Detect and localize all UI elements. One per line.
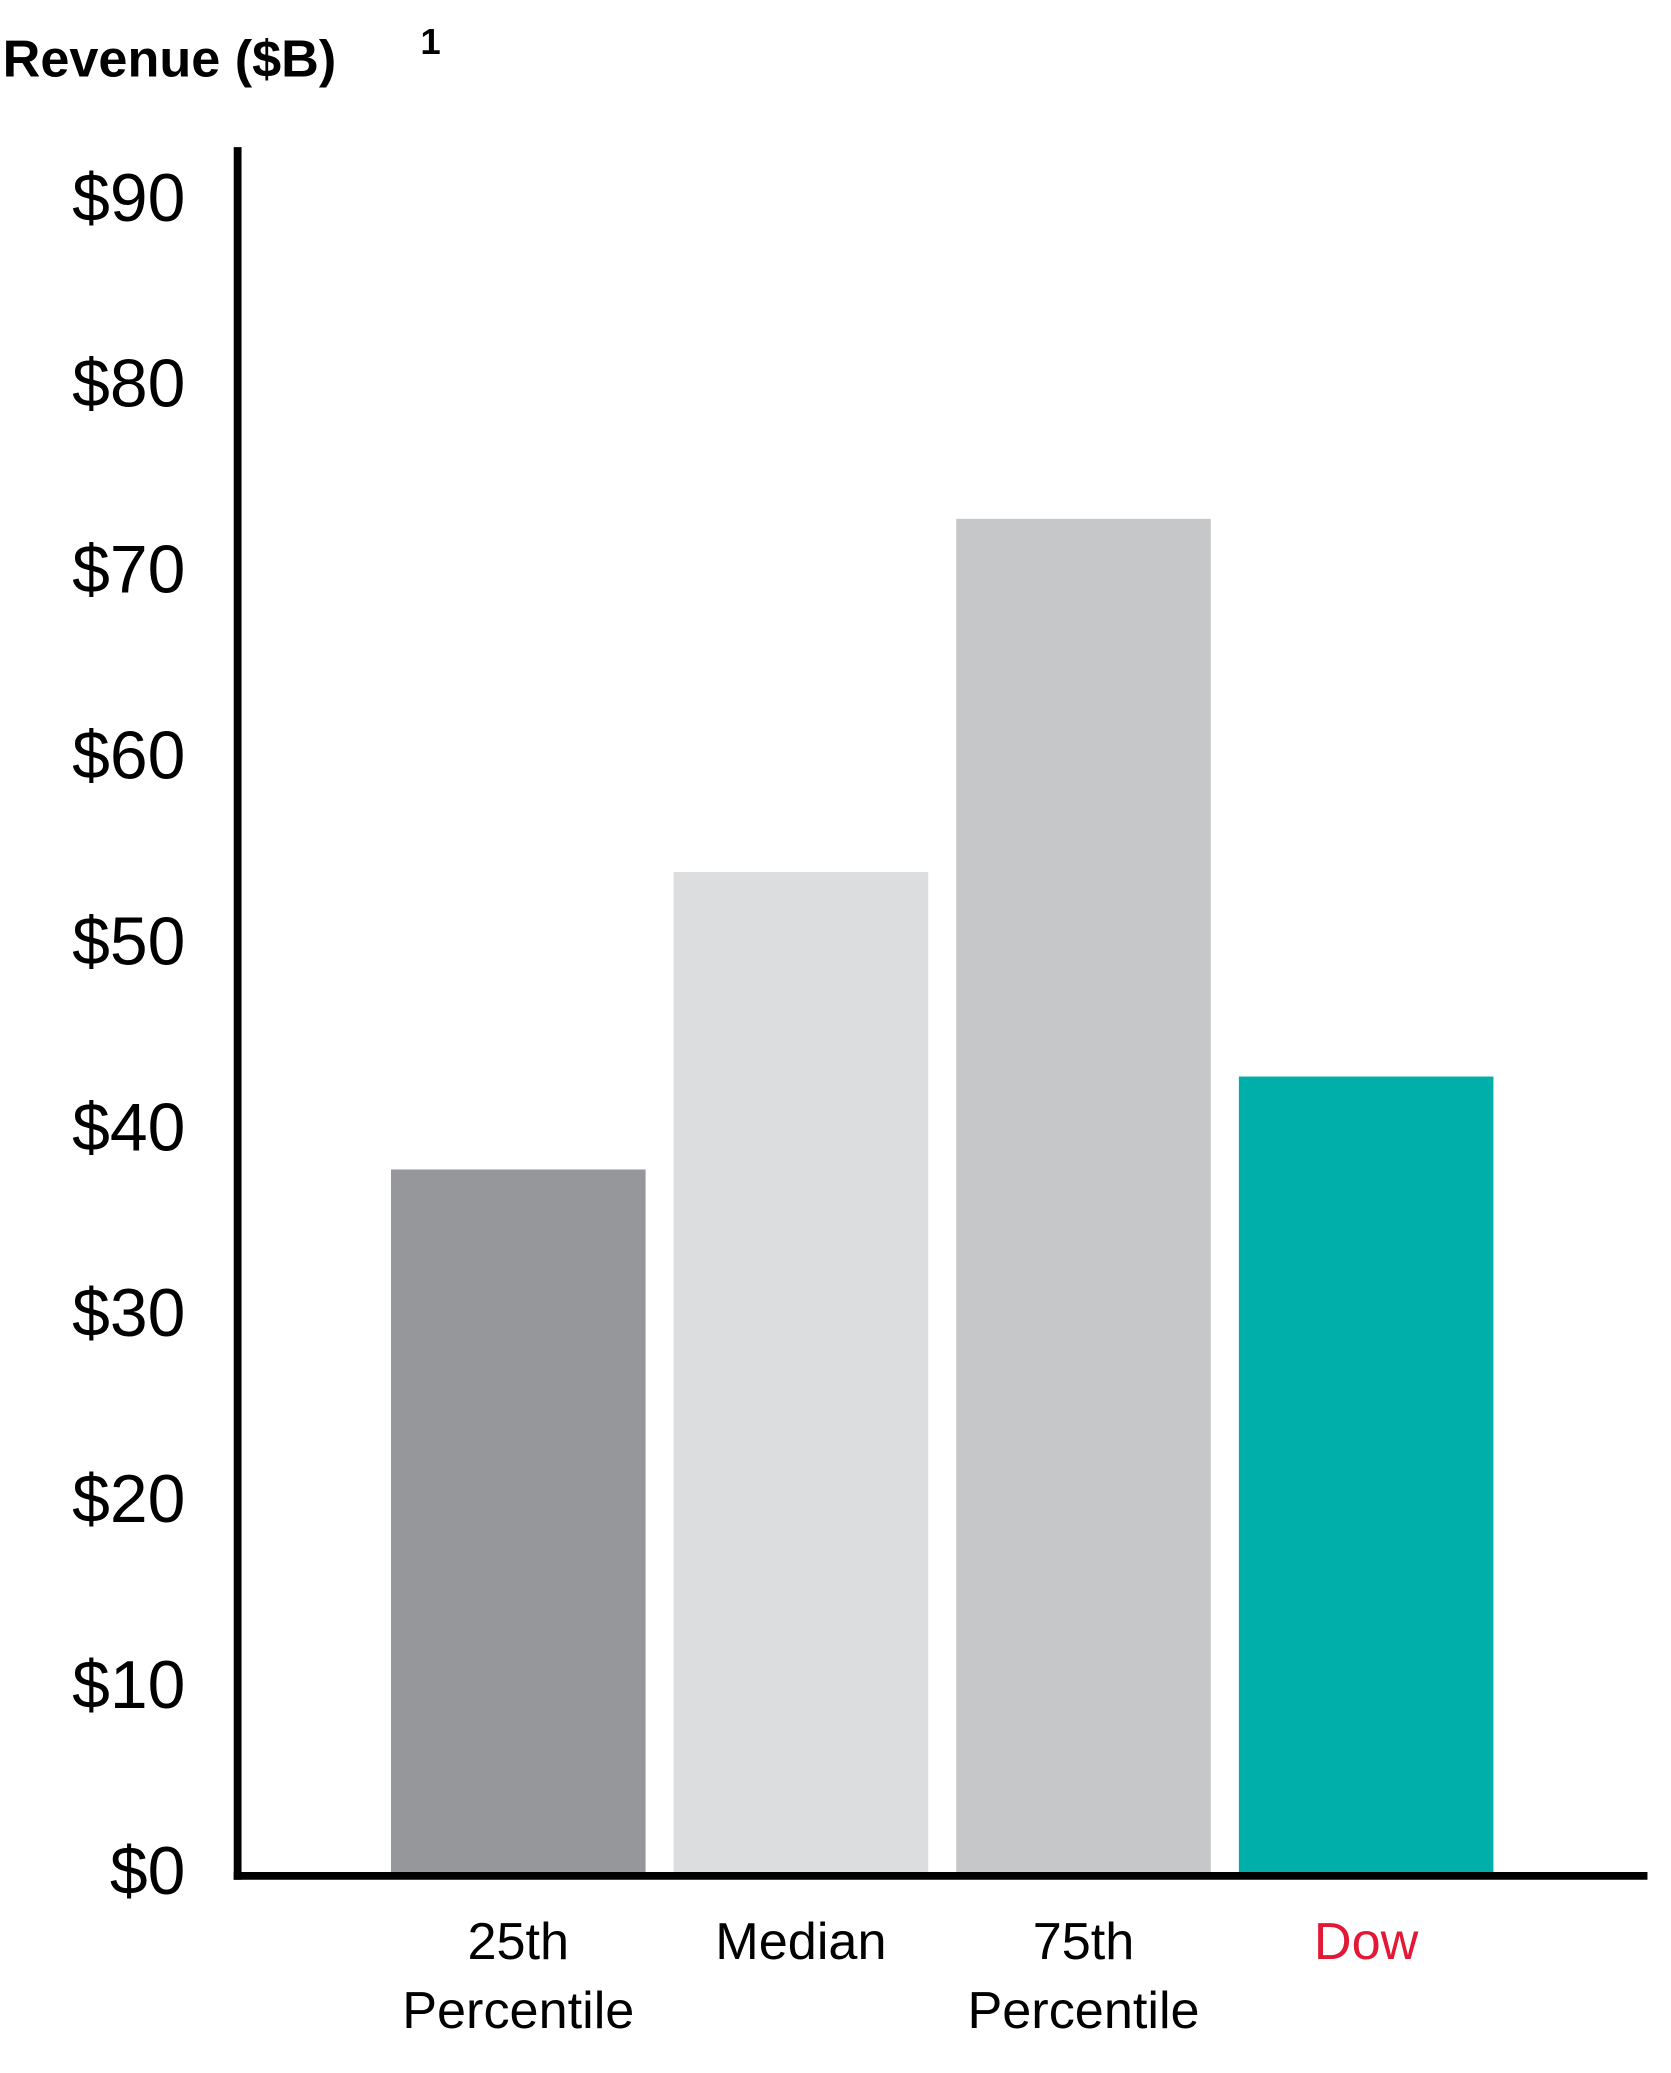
y-tick-label: $50 bbox=[72, 904, 185, 979]
bar bbox=[956, 518, 1211, 1876]
y-tick-label: $70 bbox=[72, 533, 185, 608]
x-tick-label: 75th bbox=[1033, 1913, 1135, 1971]
bar bbox=[1238, 1076, 1494, 1876]
y-tick-label: $40 bbox=[72, 1090, 185, 1165]
bar bbox=[391, 1169, 646, 1876]
y-tick-label: $90 bbox=[72, 161, 185, 236]
y-tick-label: $10 bbox=[72, 1648, 185, 1723]
x-tick-label: 25th bbox=[467, 1913, 569, 1971]
y-tick-label: $20 bbox=[72, 1462, 185, 1537]
x-tick-label: Median bbox=[715, 1913, 886, 1971]
y-tick-label: $30 bbox=[72, 1276, 185, 1351]
x-tick-label: Percentile bbox=[402, 1982, 634, 2040]
bar bbox=[673, 872, 929, 1876]
x-tick-label: Percentile bbox=[967, 1982, 1199, 2040]
chart-title: Revenue ($B) bbox=[3, 30, 337, 88]
x-tick-label: Dow bbox=[1314, 1913, 1419, 1971]
y-tick-label: $0 bbox=[110, 1834, 185, 1909]
y-tick-label: $80 bbox=[72, 347, 185, 422]
y-tick-label: $60 bbox=[72, 718, 185, 793]
title-footnote: 1 bbox=[420, 21, 440, 62]
